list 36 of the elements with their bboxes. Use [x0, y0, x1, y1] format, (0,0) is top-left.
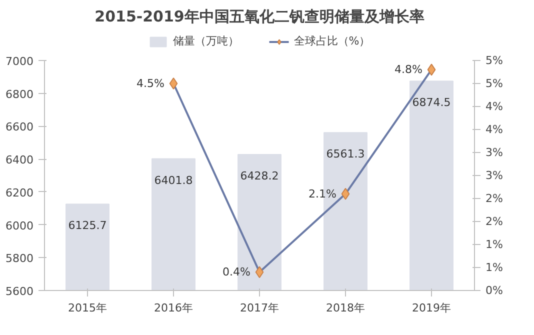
y-tick-label: 6000 — [6, 219, 34, 232]
y-tick-label: 6600 — [6, 120, 34, 134]
data-label: 6561.3 — [326, 148, 365, 161]
y2-tick-label: 4% — [486, 100, 503, 113]
data-label: 6125.7 — [68, 219, 107, 232]
y2-tick-label: 1% — [486, 261, 503, 274]
x-tick-label: 2019年 — [412, 302, 452, 314]
y2-tick-label: 2% — [486, 192, 503, 205]
legend-label: 储量（万吨） — [172, 34, 239, 48]
legend-label: 全球占比（%） — [294, 34, 370, 48]
y2-tick-label: 0% — [486, 284, 503, 297]
y-tick-label: 5800 — [6, 252, 34, 266]
data-label: 2.1% — [308, 187, 337, 200]
x-tick-label: 2015年 — [68, 302, 108, 314]
data-label: 0.4% — [222, 266, 251, 279]
y2-tick-label: 5% — [486, 54, 503, 67]
y-tick-label: 7000 — [6, 55, 34, 68]
data-label: 4.8% — [394, 63, 423, 76]
y2-tick-label: 5% — [486, 77, 503, 90]
y2-tick-label: 3% — [486, 146, 503, 159]
y-tick-label: 6800 — [6, 88, 34, 101]
y2-tick-label: 4% — [486, 123, 503, 136]
x-tick-label: 2017年 — [240, 302, 280, 314]
data-label: 6428.2 — [240, 169, 279, 182]
data-label: 4.5% — [136, 77, 165, 90]
y2-tick-label: 1% — [486, 238, 503, 251]
y-tick-label: 6200 — [6, 186, 34, 200]
y-tick-label: 5600 — [6, 285, 34, 298]
chart-title: 2015-2019年中国五氧化二钒查明储量及增长率 — [94, 8, 424, 26]
y2-tick-label: 2% — [486, 215, 503, 228]
y2-tick-label: 3% — [486, 169, 503, 182]
data-label: 6874.5 — [412, 96, 451, 110]
data-label: 6401.8 — [154, 174, 193, 187]
x-tick-label: 2018年 — [326, 302, 366, 314]
y-tick-label: 6400 — [6, 154, 34, 167]
x-tick-label: 2016年 — [154, 302, 194, 314]
